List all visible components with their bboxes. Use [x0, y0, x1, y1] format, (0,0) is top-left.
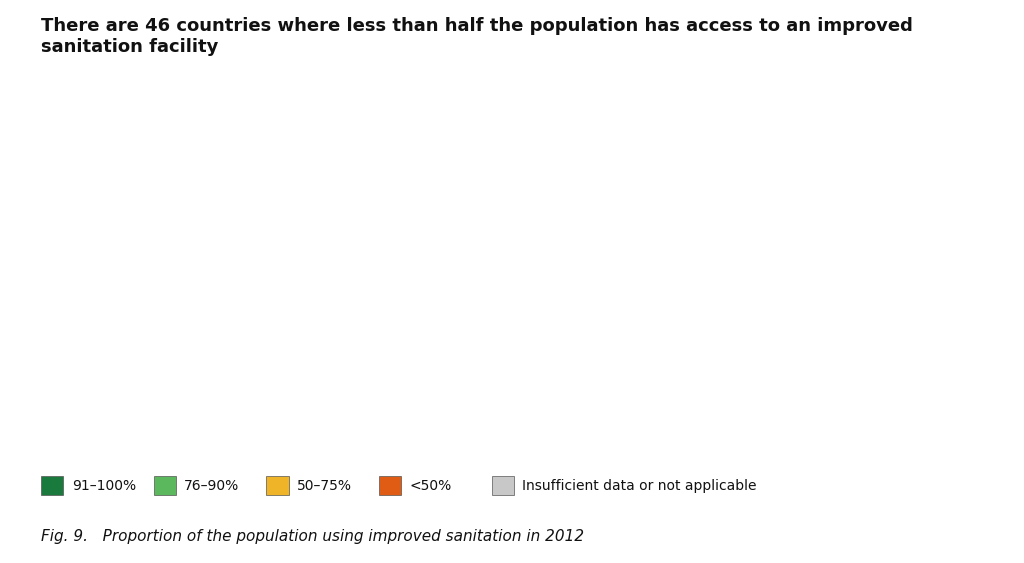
Text: Fig. 9.   Proportion of the population using improved sanitation in 2012: Fig. 9. Proportion of the population usi… [41, 529, 584, 544]
FancyBboxPatch shape [266, 476, 289, 495]
Text: There are 46 countries where less than half the population has access to an impr: There are 46 countries where less than h… [41, 17, 912, 56]
Text: <50%: <50% [410, 479, 452, 493]
Text: Insufficient data or not applicable: Insufficient data or not applicable [522, 479, 757, 493]
Text: 76–90%: 76–90% [184, 479, 240, 493]
FancyBboxPatch shape [154, 476, 176, 495]
Text: 50–75%: 50–75% [297, 479, 352, 493]
FancyBboxPatch shape [492, 476, 514, 495]
Text: 91–100%: 91–100% [72, 479, 136, 493]
FancyBboxPatch shape [379, 476, 401, 495]
FancyBboxPatch shape [41, 476, 63, 495]
